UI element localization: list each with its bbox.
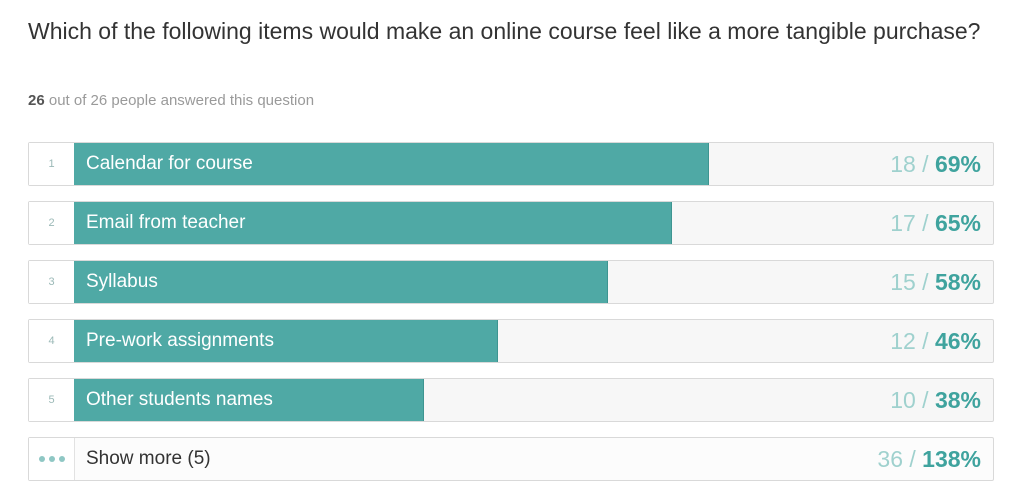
answer-label: Calendar for course (86, 153, 253, 174)
show-more-label: Show more (5) (86, 448, 211, 469)
answer-rank: 2 (29, 202, 75, 244)
show-more-button[interactable]: Show more (5) 36 / 138% (28, 437, 994, 481)
answer-count: 17 (890, 210, 916, 236)
answer-label: Pre-work assignments (86, 330, 274, 351)
answer-row[interactable]: 4 Pre-work assignments 12 / 46% (28, 319, 994, 363)
answer-rank: 5 (29, 379, 75, 421)
answer-count: 10 (890, 387, 916, 413)
show-more-icon-cell (29, 438, 75, 480)
show-more-count: 36 (877, 446, 903, 472)
show-more-stat: 36 / 138% (877, 446, 981, 472)
answer-stat: 17 / 65% (890, 210, 981, 236)
answer-bar-track (74, 202, 993, 244)
answer-percent: 46% (934, 328, 981, 354)
answer-rank: 1 (29, 143, 75, 185)
answer-row[interactable]: 1 Calendar for course 18 / 69% (28, 142, 994, 186)
answer-rank: 4 (29, 320, 75, 362)
answer-row[interactable]: 2 Email from teacher 17 / 65% (28, 201, 994, 245)
answer-percent: 69% (934, 151, 981, 177)
answer-label: Syllabus (86, 271, 158, 292)
answer-count: 18 (890, 151, 916, 177)
answer-label: Other students names (86, 389, 273, 410)
answer-count: 15 (890, 269, 916, 295)
answer-bar-track (74, 261, 993, 303)
answer-bar-fill (74, 320, 498, 362)
answer-percent: 65% (934, 210, 981, 236)
show-more-percent: 138% (922, 446, 981, 472)
answer-row[interactable]: 3 Syllabus 15 / 58% (28, 260, 994, 304)
answer-bar-track (74, 320, 993, 362)
ellipsis-icon (38, 438, 65, 480)
answer-stat: 10 / 38% (890, 387, 981, 413)
answer-rank: 3 (29, 261, 75, 303)
answer-stat: 12 / 46% (890, 328, 981, 354)
answer-bar-fill (74, 202, 673, 244)
answer-label: Email from teacher (86, 212, 246, 233)
answer-row[interactable]: 5 Other students names 10 / 38% (28, 378, 994, 422)
question-title: Which of the following items would make … (28, 18, 981, 44)
answer-bar-fill (74, 261, 609, 303)
answered-summary: 26 out of 26 people answered this questi… (28, 92, 314, 109)
answered-count: 26 (28, 92, 45, 109)
answer-bar-fill (74, 143, 710, 185)
answer-bar-track (74, 143, 993, 185)
answer-bar-track (74, 379, 993, 421)
answer-percent: 38% (934, 387, 981, 413)
answer-bar-fill (74, 379, 425, 421)
answered-text: out of 26 people answered this question (48, 92, 315, 109)
answer-percent: 58% (934, 269, 981, 295)
answer-stat: 15 / 58% (890, 269, 981, 295)
answer-stat: 18 / 69% (890, 151, 981, 177)
answer-count: 12 (890, 328, 916, 354)
answer-list: 1 Calendar for course 18 / 69% 2 Email f… (28, 142, 994, 496)
